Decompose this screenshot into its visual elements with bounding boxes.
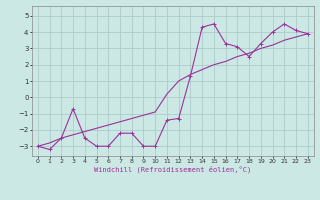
- X-axis label: Windchill (Refroidissement éolien,°C): Windchill (Refroidissement éolien,°C): [94, 166, 252, 173]
